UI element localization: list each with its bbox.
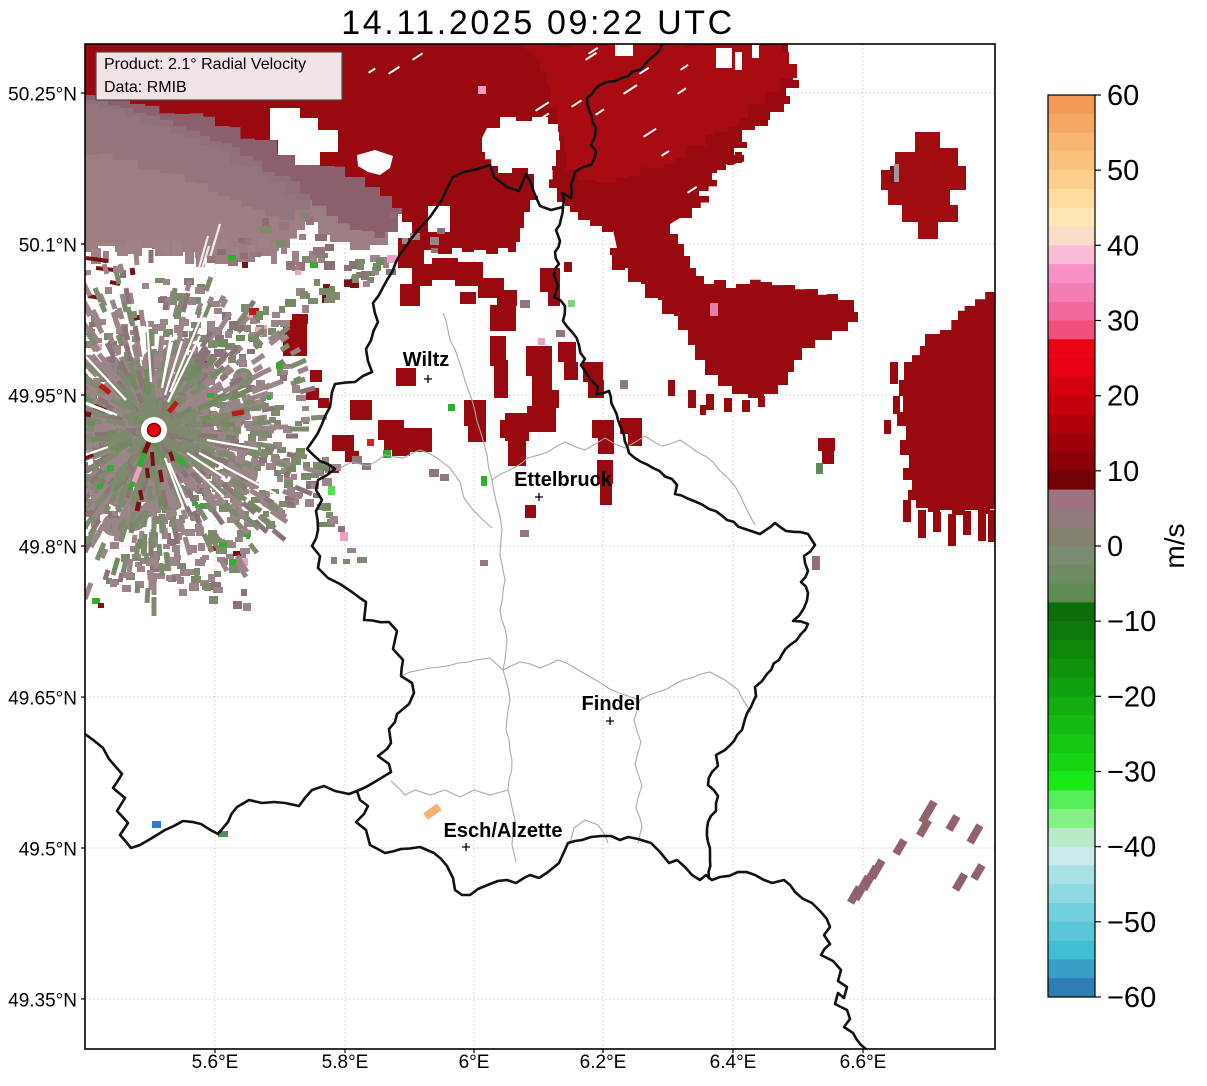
svg-text:−20: −20: [1107, 681, 1156, 713]
svg-text:49.5°N: 49.5°N: [19, 840, 77, 861]
svg-text:50.25°N: 50.25°N: [8, 85, 77, 106]
svg-text:50: 50: [1107, 155, 1139, 187]
svg-text:6.4°E: 6.4°E: [710, 1052, 757, 1073]
svg-text:Product: 2.1° Radial Velocity: Product: 2.1° Radial Velocity: [104, 56, 306, 73]
svg-text:−10: −10: [1107, 606, 1156, 638]
svg-text:Ettelbruck: Ettelbruck: [514, 469, 613, 491]
svg-text:Esch/Alzette: Esch/Alzette: [444, 820, 563, 842]
svg-text:49.35°N: 49.35°N: [8, 991, 77, 1012]
svg-text:10: 10: [1107, 456, 1139, 488]
svg-text:49.95°N: 49.95°N: [8, 387, 77, 408]
svg-text:14.11.2025 09:22 UTC: 14.11.2025 09:22 UTC: [341, 4, 735, 42]
svg-text:0: 0: [1107, 531, 1123, 563]
svg-text:m/s: m/s: [1159, 523, 1190, 568]
svg-text:Findel: Findel: [582, 693, 641, 715]
svg-text:Wiltz: Wiltz: [403, 349, 449, 371]
svg-text:Data: RMIB: Data: RMIB: [104, 79, 187, 96]
svg-text:60: 60: [1107, 80, 1139, 112]
svg-text:5.8°E: 5.8°E: [322, 1052, 369, 1073]
svg-text:40: 40: [1107, 230, 1139, 262]
svg-text:50.1°N: 50.1°N: [19, 236, 77, 257]
svg-text:−60: −60: [1107, 982, 1156, 1014]
svg-text:20: 20: [1107, 381, 1139, 413]
svg-text:49.8°N: 49.8°N: [19, 538, 77, 559]
svg-text:5.6°E: 5.6°E: [192, 1052, 239, 1073]
svg-text:49.65°N: 49.65°N: [8, 689, 77, 710]
svg-text:−30: −30: [1107, 757, 1156, 789]
svg-text:30: 30: [1107, 306, 1139, 338]
svg-text:6°E: 6°E: [459, 1052, 490, 1073]
svg-text:6.2°E: 6.2°E: [580, 1052, 627, 1073]
svg-text:−50: −50: [1107, 907, 1156, 939]
svg-text:−40: −40: [1107, 832, 1156, 864]
svg-text:6.6°E: 6.6°E: [840, 1052, 887, 1073]
